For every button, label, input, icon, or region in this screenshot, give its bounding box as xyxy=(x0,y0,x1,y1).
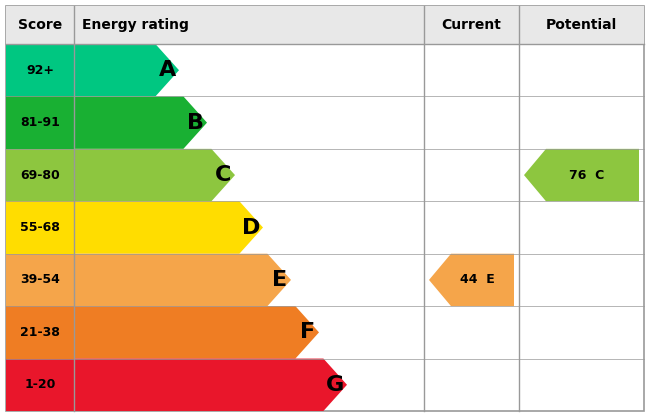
Text: 81-91: 81-91 xyxy=(20,116,60,129)
Text: 44  E: 44 E xyxy=(460,274,495,286)
Text: B: B xyxy=(187,113,203,133)
Polygon shape xyxy=(74,254,291,306)
Text: Score: Score xyxy=(18,18,62,32)
Polygon shape xyxy=(74,149,235,201)
Polygon shape xyxy=(74,96,207,149)
Polygon shape xyxy=(74,359,347,411)
Text: 21-38: 21-38 xyxy=(20,326,60,339)
Text: 69-80: 69-80 xyxy=(20,168,60,181)
Bar xyxy=(6,96,74,149)
Polygon shape xyxy=(429,254,514,306)
Bar xyxy=(6,254,74,306)
Text: G: G xyxy=(326,375,344,395)
Text: 92+: 92+ xyxy=(26,64,54,77)
Text: E: E xyxy=(272,270,287,290)
Bar xyxy=(6,44,74,96)
Text: Current: Current xyxy=(441,18,501,32)
Text: C: C xyxy=(215,165,231,185)
Polygon shape xyxy=(74,201,263,254)
Text: Potential: Potential xyxy=(546,18,617,32)
Polygon shape xyxy=(74,44,179,96)
Bar xyxy=(6,6,644,44)
Text: F: F xyxy=(300,322,315,342)
Polygon shape xyxy=(74,306,319,359)
Bar xyxy=(6,359,74,411)
Text: 1-20: 1-20 xyxy=(24,378,56,391)
Bar xyxy=(6,149,74,201)
Text: 39-54: 39-54 xyxy=(20,274,60,286)
Text: A: A xyxy=(159,60,176,80)
Text: Energy rating: Energy rating xyxy=(82,18,189,32)
Bar xyxy=(6,306,74,359)
Text: 55-68: 55-68 xyxy=(20,221,60,234)
Text: 76  C: 76 C xyxy=(569,168,604,181)
Text: D: D xyxy=(242,218,261,238)
Polygon shape xyxy=(524,149,639,201)
Bar xyxy=(6,201,74,254)
